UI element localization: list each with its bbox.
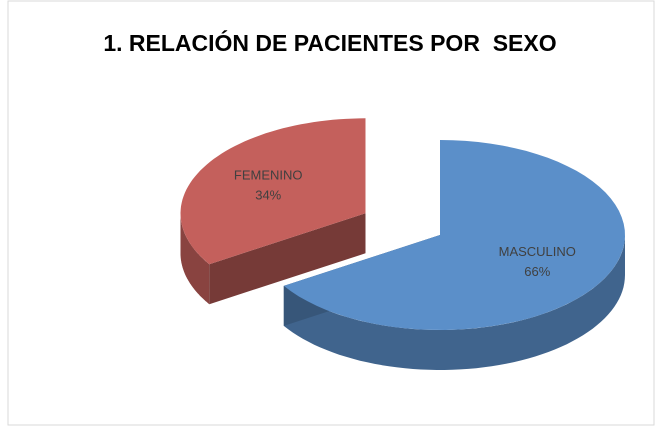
slice-label: MASCULINO (499, 244, 576, 259)
value-label: 34% (255, 187, 281, 202)
pie-slice (180, 118, 366, 265)
value-label: 66% (524, 264, 550, 279)
slice-face (209, 213, 366, 305)
slice-side (283, 235, 625, 370)
chart-title: 1. RELACIÓN DE PACIENTES POR SEXO (103, 29, 556, 56)
pie-slice (283, 140, 625, 330)
slice-side (180, 213, 210, 305)
slice-label: FEMENINO (234, 167, 303, 182)
